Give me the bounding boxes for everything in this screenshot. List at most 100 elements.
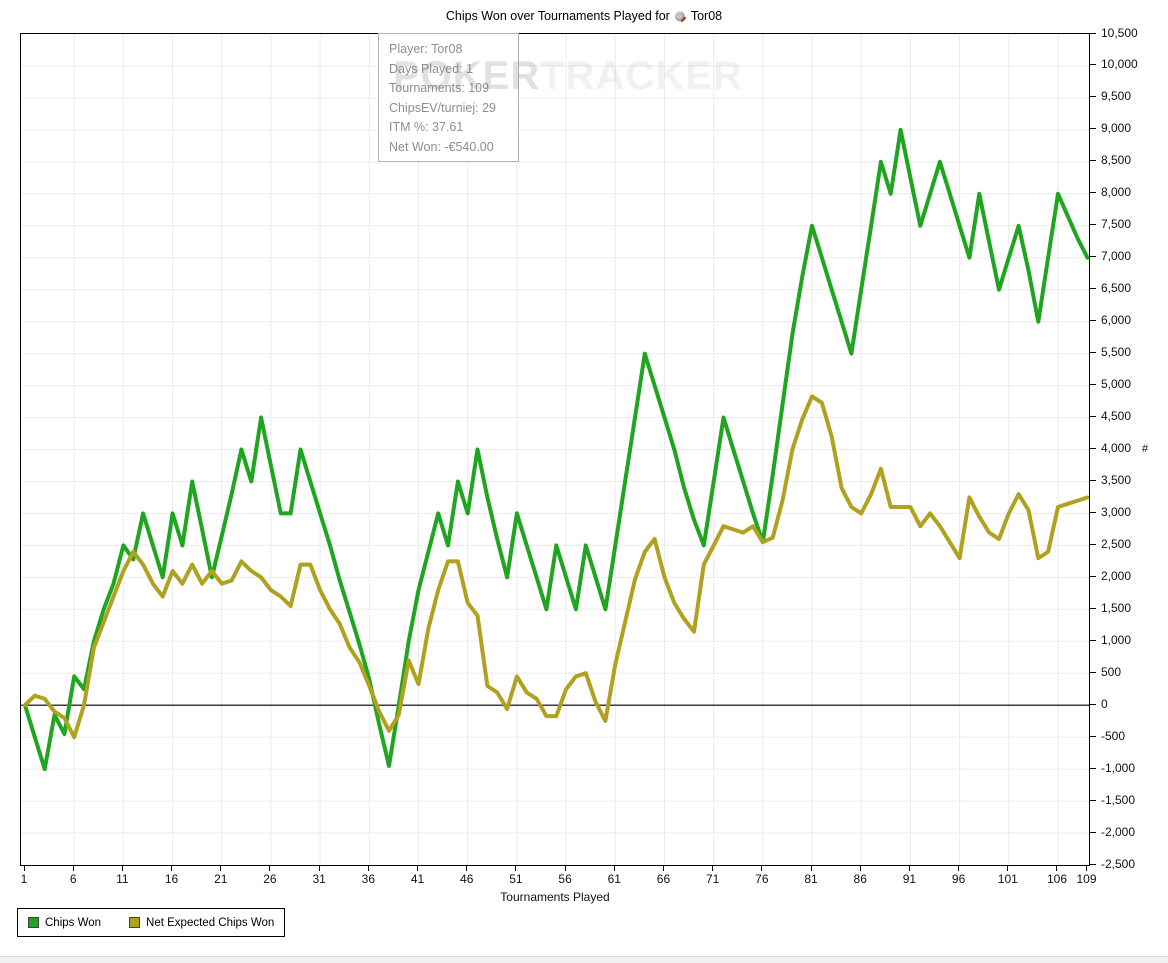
x-tick (269, 866, 271, 871)
x-tick (23, 866, 25, 871)
y-tick (1090, 607, 1096, 609)
x-tick (515, 866, 517, 871)
tooltip-player: Player: Tor08 (389, 42, 463, 56)
x-tick (908, 866, 910, 871)
series-line-net-expected-chips-won[interactable] (23, 394, 1089, 740)
y-tick-label: 8,500 (1101, 153, 1132, 168)
series-line-chips-won[interactable] (23, 127, 1089, 772)
page-title: Chips Won over Tournaments Played for To… (0, 7, 1168, 25)
x-tick-label: 76 (755, 872, 769, 886)
x-tick-label: 86 (853, 872, 867, 886)
y-tick-label: -2,000 (1101, 824, 1136, 839)
y-tick (1090, 639, 1096, 641)
y-tick-label: 2,500 (1101, 536, 1132, 551)
y-tick-label: 4,000 (1101, 441, 1132, 455)
y-tick-label: 5,500 (1101, 345, 1132, 360)
x-tick-label: 31 (312, 872, 326, 886)
y-tick-label: -1,500 (1101, 792, 1136, 807)
y-tick (1090, 799, 1096, 801)
y-tick (1090, 448, 1096, 449)
y-tick (1090, 863, 1096, 865)
y-tick (1090, 320, 1096, 322)
y-tick-label: 8,000 (1101, 185, 1132, 200)
x-tick-label: 56 (558, 872, 572, 886)
x-tick (662, 866, 664, 871)
title-text: Chips Won over Tournaments Played for (445, 9, 670, 23)
y-tick (1090, 192, 1096, 194)
x-tick (564, 866, 566, 871)
y-tick (1090, 64, 1096, 66)
x-tick-label: 1 (20, 872, 28, 886)
x-tick-label: 21 (214, 872, 228, 886)
net-expected-swatch (129, 917, 141, 928)
y-tick-label: 9,500 (1101, 89, 1132, 104)
title-player-name: Tor08 (690, 9, 723, 23)
y-tick (1090, 128, 1096, 130)
x-tick (810, 866, 812, 871)
x-tick-label: 106 (1046, 872, 1067, 886)
y-tick-label: 1,000 (1101, 632, 1132, 647)
x-tick (712, 866, 714, 871)
x-tick-label: 46 (460, 872, 474, 886)
x-tick (1086, 866, 1087, 871)
y-tick (1090, 160, 1096, 162)
y-tick (1090, 479, 1096, 481)
y-tick-label: 0 (1101, 696, 1108, 711)
x-tick-label: 96 (951, 872, 966, 886)
x-tick-label: 36 (361, 872, 375, 886)
x-tick (417, 866, 419, 871)
x-tick-label: 41 (410, 872, 425, 886)
tooltip-tournaments: Tournaments: 109 (389, 81, 490, 95)
y-tick-label: 4,500 (1101, 409, 1132, 424)
x-tick (171, 866, 173, 871)
tooltip-chips-ev: ChipsEV/turniej: 29 (389, 100, 497, 115)
x-tick (220, 866, 222, 871)
y-tick-label: 500 (1101, 664, 1122, 679)
legend-label-net-expected: Net Expected Chips Won (146, 916, 275, 929)
y-tick-label: 7,500 (1101, 217, 1132, 232)
x-tick-label: 101 (997, 872, 1018, 886)
y-tick-label: 10,000 (1101, 57, 1138, 72)
x-axis-title: Tournaments Played (500, 890, 610, 904)
tooltip-itm: ITM %: 37.61 (389, 120, 464, 134)
x-tick (958, 866, 960, 871)
x-tick-label: 51 (509, 872, 523, 886)
y-tick-label: 2,000 (1101, 568, 1132, 583)
tooltip-days-played: Days Played: 1 (389, 61, 474, 76)
y-tick-label: -1,000 (1101, 760, 1136, 775)
y-tick (1090, 511, 1096, 513)
y-tick (1090, 575, 1096, 577)
y-tick (1090, 96, 1096, 98)
hover-tooltip: Player: Tor08 Days Played: 1 Tournaments… (378, 33, 519, 162)
plot-area[interactable] (20, 33, 1090, 866)
y-tick (1090, 543, 1096, 545)
x-tick (121, 866, 123, 871)
x-tick-label: 61 (607, 872, 621, 886)
x-tick (367, 866, 369, 871)
x-tick-label: 16 (164, 872, 179, 886)
legend-label-chips-won: Chips Won (45, 916, 102, 929)
y-tick-label: 1,500 (1101, 600, 1132, 615)
y-tick (1090, 32, 1096, 34)
x-tick-label: 26 (263, 872, 277, 886)
x-tick-label: 91 (902, 872, 917, 886)
y-axis-unit: # (1142, 443, 1149, 455)
y-tick (1090, 831, 1096, 833)
x-tick (72, 866, 74, 871)
y-tick-label: 6,500 (1101, 281, 1132, 296)
x-tick-label: 71 (705, 872, 720, 886)
y-tick (1090, 735, 1096, 737)
y-tick (1090, 256, 1096, 258)
x-tick-label: 109 (1076, 872, 1097, 886)
y-tick-label: 3,000 (1101, 504, 1132, 519)
bottom-panel-edge (0, 956, 1168, 963)
y-tick (1090, 767, 1096, 769)
chips-won-swatch (28, 917, 39, 928)
x-tick (1056, 866, 1058, 871)
y-tick (1090, 671, 1096, 673)
legend-item-chips-won: Chips Won (28, 917, 101, 929)
y-tick-label: 3,500 (1101, 472, 1132, 487)
legend: Chips Won Net Expected Chips Won (17, 908, 286, 937)
tooltip-net-won: Net Won: -€540.00 (389, 139, 494, 154)
y-tick-label: -2,500 (1101, 856, 1136, 871)
